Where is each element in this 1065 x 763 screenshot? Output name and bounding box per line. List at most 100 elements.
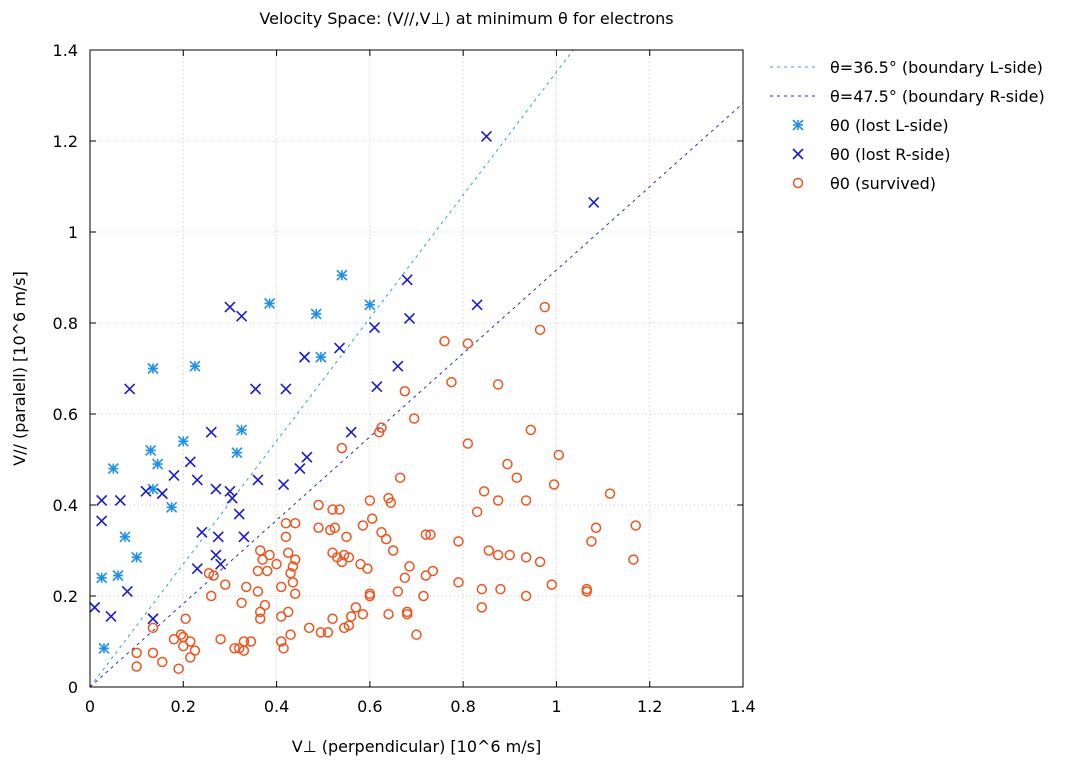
lost-r-side-point	[588, 196, 600, 208]
survived-point	[404, 561, 415, 572]
x-axis-label: V⊥ (perpendicular) [10^6 m/s]	[292, 737, 541, 756]
legend-label: θ=36.5° (boundary L-side)	[830, 58, 1043, 77]
survived-point	[234, 643, 245, 654]
lost-r-side-point	[205, 426, 217, 438]
lost-r-side-point	[184, 456, 196, 468]
lost-r-side-point	[212, 531, 224, 543]
y-tick-label: 1	[68, 223, 78, 242]
survived-point	[628, 554, 639, 565]
survived-point	[383, 608, 394, 620]
lost-r-side-point	[210, 549, 222, 561]
legend-label: θ0 (survived)	[830, 174, 936, 193]
survived-point	[173, 663, 184, 675]
lost-l-side-point	[310, 308, 322, 320]
survived-point	[289, 517, 301, 529]
survived-point	[282, 547, 294, 559]
x-tick-label: 1.2	[637, 697, 662, 716]
survived-point	[590, 522, 602, 533]
survived-point	[553, 449, 565, 461]
survived-point	[453, 536, 464, 547]
lost-r-side-point	[371, 381, 383, 393]
survived-point	[327, 504, 338, 515]
legend-marker	[792, 119, 804, 131]
lost-l-side-point	[147, 362, 159, 375]
survived-point	[147, 622, 159, 634]
survived-point	[476, 583, 488, 595]
survived-point	[380, 533, 392, 545]
y-tick-label: 0.6	[53, 405, 78, 424]
survived-point	[394, 472, 406, 483]
lost-r-side-point	[238, 531, 250, 543]
lost-l-side-point	[145, 444, 157, 456]
legend-label: θ=47.5° (boundary R-side)	[830, 87, 1045, 106]
survived-point	[385, 497, 397, 508]
y-tick-label: 1.4	[53, 41, 78, 60]
lost-r-side-point	[121, 585, 133, 598]
lost-r-side-point	[401, 274, 413, 286]
survived-point	[313, 499, 324, 511]
lost-r-side-point	[191, 563, 203, 575]
lost-l-side-point	[131, 551, 143, 563]
lost-r-side-point	[301, 451, 313, 463]
lost-r-side-point	[147, 613, 159, 625]
lost-r-side-point	[96, 515, 108, 527]
survived-point	[254, 606, 266, 618]
survived-point	[520, 590, 532, 602]
lost-r-side-point	[96, 494, 108, 507]
survived-point	[399, 386, 411, 397]
lost-r-side-point	[403, 312, 416, 325]
survived-point	[446, 376, 457, 388]
lost-r-side-point	[226, 492, 238, 504]
survived-point	[492, 495, 504, 506]
axis-ticks: 0 0.2 0.4 0.6 0.8 1 1.2 1.4 0 0.2 0.4 0.6 0.8 1 1.2 1.4	[53, 41, 756, 716]
lost-r-side-point	[210, 483, 222, 495]
survived-point	[278, 643, 289, 654]
survived-point	[180, 613, 191, 624]
survived-point	[471, 506, 483, 518]
survived-point	[525, 424, 537, 436]
lost-r-side-point	[392, 360, 404, 372]
survived-point	[392, 586, 404, 597]
survived-point	[439, 335, 450, 347]
survived-point	[254, 545, 266, 556]
y-axis-label: V// (paralell) [10^6 m/s]	[10, 271, 29, 466]
survived-point	[520, 552, 532, 563]
lost-r-side-point	[471, 299, 483, 311]
survived-point	[401, 608, 413, 620]
survived-point	[630, 520, 641, 531]
lost-l-side-point	[231, 447, 243, 459]
survived-point	[157, 656, 168, 668]
survived-point	[483, 545, 495, 556]
lost-l-side-point	[147, 483, 159, 495]
survived-point	[206, 590, 217, 602]
survived-point	[257, 554, 268, 565]
survived-point	[357, 608, 369, 620]
lost-r-side-point	[89, 601, 101, 613]
y-tick-label: 0.8	[53, 314, 78, 333]
survived-point	[345, 611, 357, 622]
legend: θ=36.5° (boundary L-side) θ=47.5° (bounda…	[770, 58, 1045, 193]
lost-r-side-point	[156, 488, 168, 500]
survived-point	[453, 577, 464, 588]
lost-r-side-point	[233, 508, 245, 520]
survived-point	[364, 495, 376, 506]
survived-point	[364, 588, 376, 599]
lost-r-side-point	[280, 383, 292, 395]
survived-point	[420, 570, 432, 581]
y-tick-label: 1.2	[53, 132, 78, 151]
survived-point	[322, 627, 334, 638]
x-tick-label: 0.2	[171, 697, 196, 716]
y-tick-label: 0.2	[53, 587, 78, 606]
survived-point	[280, 517, 292, 529]
lost-r-side-point	[168, 469, 180, 481]
survived-point	[252, 586, 264, 597]
survived-point	[280, 531, 292, 543]
x-tick-label: 1	[551, 697, 561, 716]
lost-l-side-point	[98, 642, 110, 654]
x-tick-label: 0.6	[357, 697, 382, 716]
survived-point	[586, 536, 597, 547]
lost-r-side-point	[114, 494, 126, 507]
survived-point	[131, 647, 142, 659]
survived-point	[236, 597, 247, 609]
